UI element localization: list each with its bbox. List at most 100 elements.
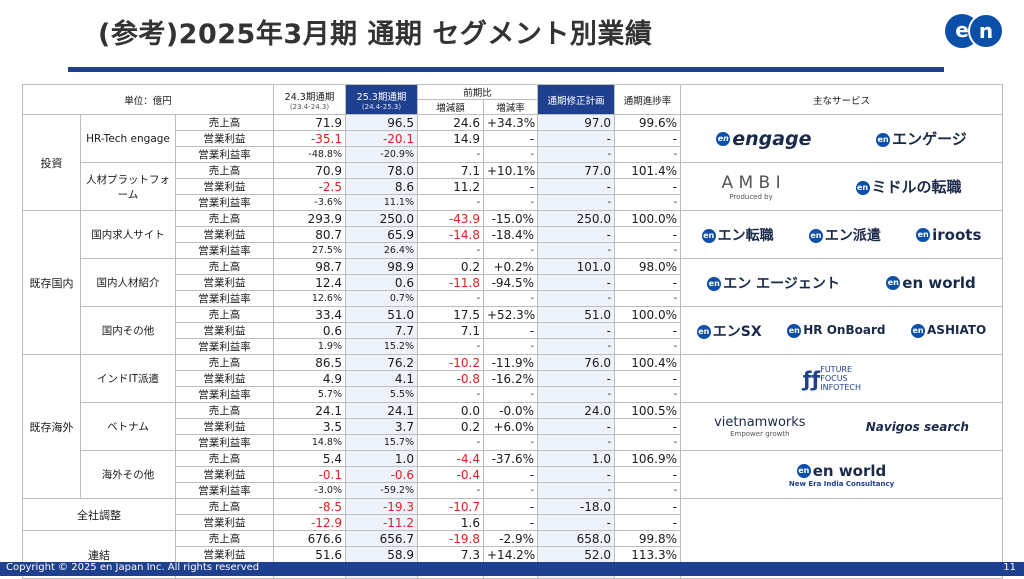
value-cell: -11.2 xyxy=(345,514,418,531)
svc-navigos: Navigos search xyxy=(865,419,969,434)
segment-label: 海外その他 xyxy=(80,450,176,499)
value-cell: - xyxy=(537,386,616,403)
value-cell: 3.7 xyxy=(345,418,418,435)
value-cell: +52.3% xyxy=(482,306,539,323)
value-cell: -94.5% xyxy=(482,274,539,291)
value-cell: +0.2% xyxy=(482,258,539,275)
svc-ambi-sub: Produced by xyxy=(729,192,773,201)
value-cell: - xyxy=(537,130,616,147)
value-cell: -20.1 xyxy=(345,130,418,147)
value-cell: - xyxy=(537,226,616,243)
value-cell: - xyxy=(417,482,484,499)
value-cell: 1.0 xyxy=(537,450,616,467)
value-cell: -19.3 xyxy=(345,498,418,515)
value-cell: - xyxy=(482,498,539,515)
value-cell: - xyxy=(417,146,484,163)
value-cell: 51.0 xyxy=(537,306,616,323)
value-cell: 7.7 xyxy=(345,322,418,339)
value-cell: - xyxy=(537,194,616,211)
value-cell: - xyxy=(537,466,616,483)
services-ambi: A M B I Produced by en ミドルの転職 xyxy=(684,164,999,210)
value-cell: -11.8 xyxy=(417,274,484,291)
en-badge-icon: en xyxy=(716,132,731,146)
svc-iroots: iroots xyxy=(932,225,982,244)
metric-label: 営業利益 xyxy=(175,370,274,387)
segment-label: 国内その他 xyxy=(80,306,176,355)
value-cell: -19.8 xyxy=(417,530,484,547)
header-cur-year: 25.3期通期 (24.4-25.3) xyxy=(345,84,418,115)
services-overseas-other: en en world New Era India Consultancy xyxy=(684,452,999,498)
metric-label: 営業利益 xyxy=(175,514,274,531)
value-cell: -10.2 xyxy=(417,354,484,371)
en-badge-icon: en xyxy=(696,324,711,339)
metric-label: 売上高 xyxy=(175,402,274,419)
value-cell: - xyxy=(537,322,616,339)
value-cell: 7.3 xyxy=(417,546,484,563)
value-cell: - xyxy=(482,386,539,403)
value-cell: - xyxy=(614,274,682,291)
svc-ffi: FUTURE FOCUS INFOTECH xyxy=(820,365,862,392)
value-cell: 80.7 xyxy=(273,226,346,243)
value-cell: -0.1 xyxy=(273,466,346,483)
value-cell: 11.1% xyxy=(345,194,418,211)
value-cell: -15.0% xyxy=(482,210,539,227)
value-cell: - xyxy=(614,498,682,515)
value-cell: 58.9 xyxy=(345,546,418,563)
value-cell: 4.1 xyxy=(345,370,418,387)
value-cell: 97.0 xyxy=(537,114,616,131)
en-badge-icon: en xyxy=(808,228,823,243)
table-row: 営業利益 -35.1 -20.1 14.9- - - xyxy=(23,130,1003,147)
header-yoy: 前期比 xyxy=(416,84,539,100)
metric-label: 売上高 xyxy=(175,114,274,131)
table-row: 投資 HR-Tech engage 売上高 71.9 96.5 24.6 +34.3% 97.… xyxy=(22,114,1004,211)
value-cell: - xyxy=(482,322,539,339)
table-row: 営業利益 0.6 7.7 7.1- - - xyxy=(23,322,1003,339)
value-cell: 71.9 xyxy=(273,114,346,131)
value-cell: 12.6% xyxy=(273,290,346,307)
value-cell: -43.9 xyxy=(417,210,484,227)
table-row: 営業利益 -12.9 -11.2 1.6- - - xyxy=(23,514,1003,531)
segment-label: インドIT派遣 xyxy=(80,354,176,403)
value-cell: - xyxy=(537,338,616,355)
svc-tenshoku: エン転職 xyxy=(717,227,774,244)
value-cell: -11.9% xyxy=(482,354,539,371)
logo-letter-n: n xyxy=(968,13,1004,49)
value-cell: - xyxy=(482,338,539,355)
value-cell: 1.6 xyxy=(417,514,484,531)
metric-label: 売上高 xyxy=(175,162,274,179)
value-cell: 4.9 xyxy=(273,370,346,387)
group-label: 投資 xyxy=(22,114,81,211)
en-badge-icon: en xyxy=(876,132,891,147)
header-prev-year: 24.3期通期 (23.4-24.3) xyxy=(273,84,346,115)
svc-middle: ミドルの転職 xyxy=(871,178,962,196)
value-cell: - xyxy=(614,130,682,147)
value-cell: 7.1 xyxy=(417,162,484,179)
value-cell: -16.2% xyxy=(482,370,539,387)
metric-label: 営業利益率 xyxy=(175,386,274,403)
header-prev-period: (23.4-24.3) xyxy=(289,102,330,111)
value-cell: 0.7% xyxy=(345,290,418,307)
metric-label: 営業利益 xyxy=(175,274,274,291)
value-cell: -3.0% xyxy=(273,482,346,499)
value-cell: 100.5% xyxy=(614,402,682,419)
value-cell: - xyxy=(614,482,682,499)
value-cell: -10.7 xyxy=(417,498,484,515)
metric-label: 売上高 xyxy=(175,530,274,547)
copyright: Copyright © 2025 en Japan Inc. All right… xyxy=(6,562,260,573)
svc-hronboard: HR OnBoard xyxy=(803,323,886,338)
value-cell: - xyxy=(537,370,616,387)
value-cell: 14.8% xyxy=(273,434,346,451)
services-ffi: ƒƒ FUTURE FOCUS INFOTECH xyxy=(684,356,999,402)
value-cell: 656.7 xyxy=(345,530,418,547)
value-cell: 24.1 xyxy=(273,402,346,419)
value-cell: +10.1% xyxy=(482,162,539,179)
value-cell: 0.2 xyxy=(417,418,484,435)
segment-label: HR-Tech engage xyxy=(80,114,176,163)
value-cell: 98.0% xyxy=(614,258,682,275)
value-cell: 0.0 xyxy=(417,402,484,419)
value-cell: - xyxy=(537,514,616,531)
header-services: 主なサービス xyxy=(680,84,1004,115)
value-cell: -18.4% xyxy=(482,226,539,243)
table-row: 海外その他 売上高 5.4 1.0 -4.4 -37.6% 1.0 106.9% en en w… xyxy=(23,450,1004,499)
unit-label: 単位：億円 xyxy=(22,84,274,115)
